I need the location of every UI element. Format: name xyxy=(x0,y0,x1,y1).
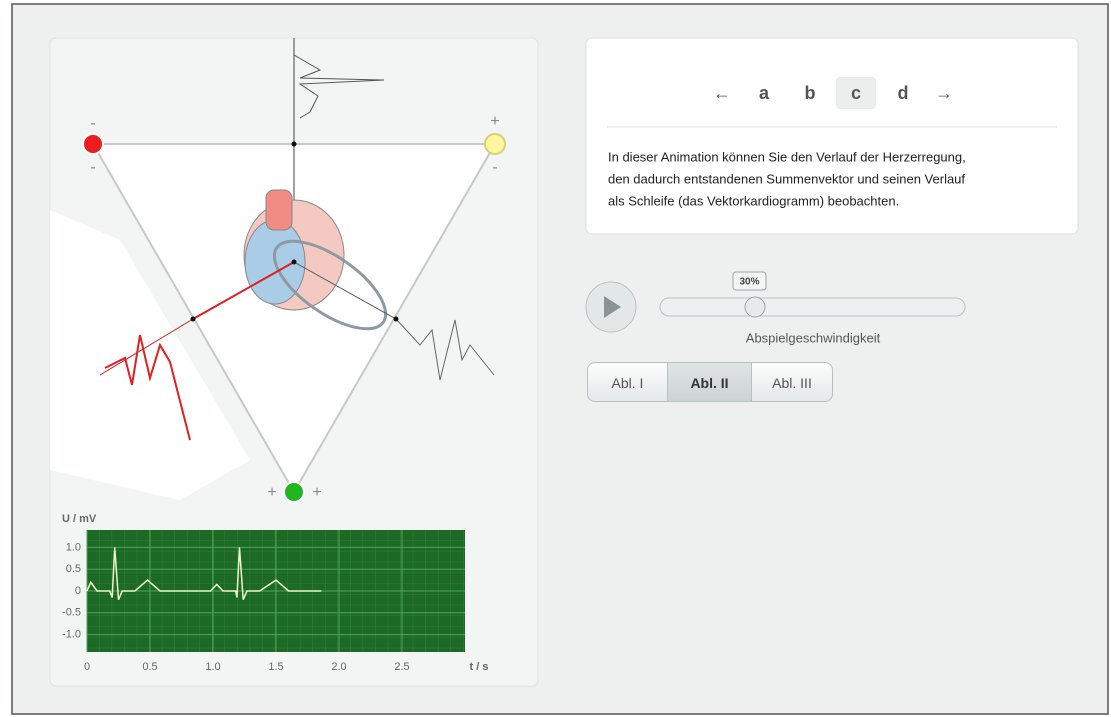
slider-thumb[interactable] xyxy=(744,296,766,318)
slider-value: 30% xyxy=(739,277,759,288)
dot xyxy=(291,141,297,147)
y-tick-label: -1.0 xyxy=(62,628,81,640)
nav-item[interactable]: b xyxy=(805,83,816,103)
slider-label: Abspielgeschwindigkeit xyxy=(746,330,881,345)
nav-item[interactable]: c xyxy=(851,83,861,103)
description: als Schleife (das Vektorkardiogramm) beo… xyxy=(608,193,899,208)
electrode-yellow xyxy=(484,133,506,155)
electrode-sign: - xyxy=(90,159,95,176)
ecg-trace xyxy=(86,547,322,601)
lead-button-active[interactable]: Abl. II xyxy=(667,362,752,402)
electrode-green xyxy=(283,481,305,503)
nav-item[interactable]: d xyxy=(898,83,909,103)
triangle-fill xyxy=(93,144,495,492)
aorta xyxy=(265,189,293,231)
x-tick-label: 2.5 xyxy=(394,661,409,673)
dot xyxy=(393,316,399,322)
lead-line xyxy=(293,261,397,320)
play-icon xyxy=(604,296,621,318)
slider-track[interactable] xyxy=(659,297,966,317)
nav-item[interactable]: a xyxy=(759,83,770,103)
projection-trace xyxy=(104,334,191,441)
lead-trace-3 xyxy=(395,318,495,381)
x-tick-label: 0 xyxy=(84,661,90,673)
projection-band xyxy=(50,210,250,500)
y-tick-label: 0 xyxy=(75,585,81,597)
y-tick-label: 0.5 xyxy=(66,563,81,575)
x-tick-label: 1.0 xyxy=(205,661,220,673)
x-axis-label: t / s xyxy=(470,661,489,673)
electrode-sign: + xyxy=(267,484,276,501)
y-tick-label: -0.5 xyxy=(62,607,81,619)
x-tick-label: 2.0 xyxy=(331,661,346,673)
lead-button[interactable]: Abl. I xyxy=(587,362,668,402)
electrode-sign: - xyxy=(492,159,497,176)
electrode-sign: + xyxy=(312,484,321,501)
y-tick-label: 1.0 xyxy=(66,541,81,553)
lead-trace xyxy=(293,54,385,119)
y-axis-label: U / mV xyxy=(62,513,97,525)
vector-loop xyxy=(272,239,388,331)
nav-prev[interactable]: ← xyxy=(713,83,731,103)
electrode-sign: + xyxy=(490,113,499,130)
center-dot xyxy=(291,259,297,265)
description: den dadurch entstandenen Summenvektor un… xyxy=(608,171,965,186)
electrode-sign: - xyxy=(90,115,95,132)
nav-highlight xyxy=(836,77,876,109)
sum-vector xyxy=(192,261,295,320)
nav-next[interactable]: → xyxy=(935,83,953,103)
dot xyxy=(190,316,196,322)
description: In dieser Animation können Sie den Verla… xyxy=(608,149,966,164)
info-card xyxy=(585,37,1079,235)
x-tick-label: 0.5 xyxy=(142,661,157,673)
x-tick-label: 1.5 xyxy=(268,661,283,673)
slider-badge xyxy=(732,271,767,291)
projection-line xyxy=(99,318,194,376)
lead-button[interactable]: Abl. III xyxy=(751,362,833,402)
electrode-red xyxy=(82,133,104,155)
